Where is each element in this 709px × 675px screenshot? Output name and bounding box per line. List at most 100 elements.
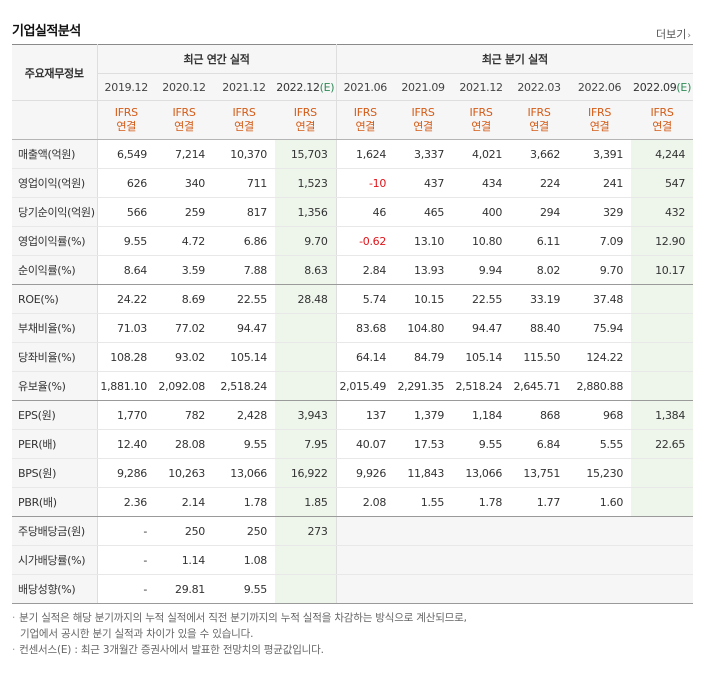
standard-consolidated: 연결 — [652, 120, 672, 133]
table-cell: 2,092.08 — [155, 371, 213, 401]
table-cell: 8.02 — [510, 255, 569, 285]
standard-ifrs: IFRS — [353, 106, 377, 119]
table-cell: 1,379 — [394, 400, 453, 430]
standard-consolidated: 연결 — [413, 120, 433, 133]
table-cell — [631, 574, 694, 604]
table-cell — [452, 545, 511, 575]
table-cell: 259 — [155, 197, 213, 227]
row-label: EPS(원) — [12, 400, 98, 430]
table-cell: 8.64 — [97, 255, 155, 285]
table-cell: 2.36 — [97, 487, 155, 517]
row-label: ROE(%) — [12, 284, 98, 314]
table-cell — [452, 574, 511, 604]
table-cell: 71.03 — [97, 313, 155, 343]
standard-consolidated: 연결 — [471, 120, 491, 133]
table-cell: 13,751 — [510, 458, 569, 488]
more-link[interactable]: 더보기› — [656, 26, 691, 42]
table-cell: 294 — [510, 197, 569, 227]
table-cell — [631, 458, 694, 488]
table-cell: 10.17 — [631, 255, 694, 285]
table-cell: 105.14 — [452, 342, 511, 372]
period-header: 2019.12 — [97, 73, 155, 101]
table-cell: 15,703 — [275, 139, 337, 169]
table-cell: 7,214 — [155, 139, 213, 169]
table-cell: 77.02 — [155, 313, 213, 343]
table-cell: 105.14 — [213, 342, 275, 372]
row-label: 유보율(%) — [12, 371, 98, 401]
table-cell: 241 — [568, 168, 632, 198]
table-cell: 1.78 — [213, 487, 275, 517]
table-cell: 329 — [568, 197, 632, 227]
table-cell: 273 — [275, 516, 337, 546]
table-cell: - — [97, 516, 155, 546]
period-header: 2021.06 — [336, 73, 395, 101]
bullet-icon: · — [12, 612, 16, 624]
table-cell: 6.86 — [213, 226, 275, 256]
table-cell: 22.55 — [213, 284, 275, 314]
table-cell: 3,391 — [568, 139, 632, 169]
row-label: 배당성향(%) — [12, 574, 98, 604]
table-cell: 250 — [155, 516, 213, 546]
row-label: 당기순이익(억원) — [12, 197, 98, 227]
table-cell: 11,843 — [394, 458, 453, 488]
table-row: 유보율(%) 1,881.10 2,092.08 2,518.24 2,015.49 2,… — [12, 371, 694, 401]
table-cell: 2,645.71 — [510, 371, 569, 401]
standard-row: IFRS 연결 IFRS 연결 IFRS 연결 IFRS 연결 IFRS 연결 IFRS 연결 IFRS… — [12, 100, 694, 140]
standard-consolidated: 연결 — [355, 120, 376, 133]
table-cell: 6.84 — [510, 429, 569, 459]
table-cell: 94.47 — [213, 313, 275, 343]
period-header: 2021.12 — [213, 73, 275, 101]
table-cell: 1.60 — [568, 487, 632, 517]
period-header: 2022.06 — [568, 73, 632, 101]
table-cell: 2,015.49 — [336, 371, 395, 401]
table-cell — [568, 545, 632, 575]
table-cell: 1,523 — [275, 168, 337, 198]
table-cell: 29.81 — [155, 574, 213, 604]
table-cell: 434 — [452, 168, 511, 198]
table-cell — [568, 574, 632, 604]
estimate-marker: (E) — [676, 80, 692, 94]
standard-label: IFRS 연결 — [336, 100, 395, 140]
standard-consolidated: 연결 — [174, 120, 194, 133]
table-cell: 400 — [452, 197, 511, 227]
table-cell — [631, 545, 694, 575]
table-cell — [568, 516, 632, 546]
table-cell: 94.47 — [452, 313, 511, 343]
table-cell: 13,066 — [452, 458, 511, 488]
table-cell: 9,926 — [336, 458, 395, 488]
section-title: 기업실적분석 — [12, 24, 81, 39]
table-cell: 9.94 — [452, 255, 511, 285]
table-cell: 1.85 — [275, 487, 337, 517]
table-cell: 12.40 — [97, 429, 155, 459]
row-label: 영업이익률(%) — [12, 226, 98, 256]
table-row: EPS(원) 1,770 782 2,428 3,943 137 1,379 1,184 868… — [12, 400, 694, 430]
table-cell: 1.55 — [394, 487, 453, 517]
table-cell: 3,662 — [510, 139, 569, 169]
table-cell — [394, 516, 453, 546]
table-cell: - — [97, 574, 155, 604]
standard-label: IFRS 연결 — [213, 100, 275, 140]
table-cell: 93.02 — [155, 342, 213, 372]
table-cell: 22.65 — [631, 429, 694, 459]
period-header: 2021.09 — [394, 73, 453, 101]
table-cell: 17.53 — [394, 429, 453, 459]
table-cell — [510, 516, 569, 546]
table-cell: 2,880.88 — [568, 371, 632, 401]
table-cell: 115.50 — [510, 342, 569, 372]
table-cell — [394, 574, 453, 604]
table-cell: 6,549 — [97, 139, 155, 169]
table-cell: 2,428 — [213, 400, 275, 430]
footnote-1: · 분기 실적은 해당 분기까지의 누적 실적에서 직전 분기까지의 누적 실적을… — [12, 610, 467, 626]
row-label: 순이익률(%) — [12, 255, 98, 285]
standard-ifrs: IFRS — [527, 106, 551, 119]
table-cell: 75.94 — [568, 313, 632, 343]
footnote-1-line2: 기업에서 공시한 분기 실적과 차이가 있을 수 있습니다. — [20, 628, 254, 640]
table-cell: 84.79 — [394, 342, 453, 372]
table-cell: 137 — [336, 400, 395, 430]
table-cell: 432 — [631, 197, 694, 227]
table-cell: 1,770 — [97, 400, 155, 430]
table-cell: 868 — [510, 400, 569, 430]
standard-ifrs: IFRS — [293, 106, 317, 119]
standard-consolidated: 연결 — [529, 120, 549, 133]
footnote-2: · 컨센서스(E) : 최근 3개월간 증권사에서 발표한 전망치의 평균값입니다… — [12, 642, 467, 658]
